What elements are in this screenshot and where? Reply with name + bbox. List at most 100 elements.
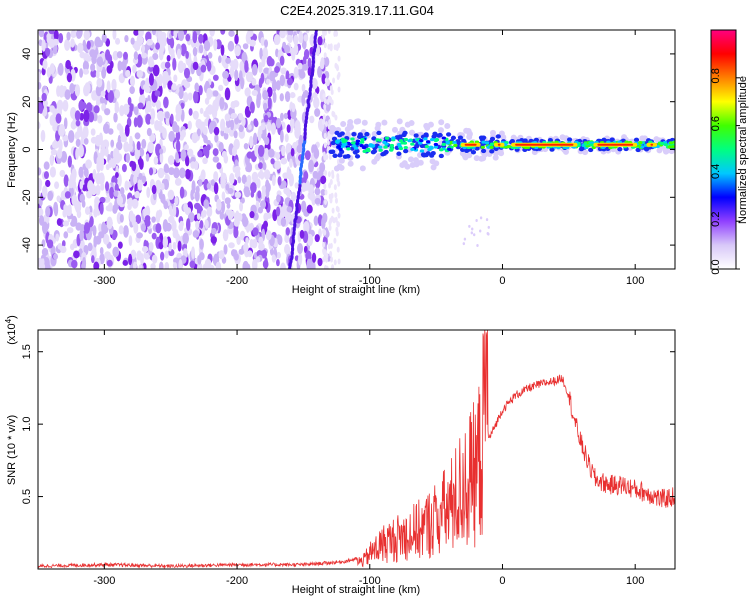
heatmap-cell xyxy=(194,189,200,202)
heatmap-cell xyxy=(362,149,367,153)
heatmap-cell xyxy=(325,154,329,161)
heatmap-cell xyxy=(86,102,93,113)
heatmap-cell xyxy=(41,239,46,248)
heatmap-cell xyxy=(333,44,337,51)
heatmap-cell xyxy=(313,96,320,109)
heatmap-cell xyxy=(279,30,286,39)
heatmap-cell xyxy=(328,119,332,126)
heatmap-cell xyxy=(252,227,259,236)
heatmap-cell xyxy=(203,40,211,52)
heatmap-cell xyxy=(263,114,269,123)
heatmap-cell xyxy=(258,236,264,247)
heatmap-cell xyxy=(147,141,155,154)
heatmap-cell xyxy=(70,30,77,39)
heatmap-cell xyxy=(275,206,281,217)
heatmap-cell xyxy=(355,141,360,146)
heatmap-cell xyxy=(87,242,93,252)
heatmap-cell xyxy=(90,128,96,136)
heatmap-cell xyxy=(179,186,185,199)
heatmap-cell xyxy=(225,183,230,191)
heatmap-cell xyxy=(240,77,245,90)
heatmap-cell xyxy=(150,263,156,269)
heatmap-cell xyxy=(82,60,90,71)
heatmap-cell xyxy=(173,74,178,83)
heatmap-cell xyxy=(241,174,247,185)
heatmap-cell xyxy=(325,265,329,269)
heatmap-cell xyxy=(382,140,387,144)
heatmap-cell xyxy=(419,143,425,149)
heatmap-cell xyxy=(95,84,102,97)
snr-frame xyxy=(37,329,676,570)
heatmap-cell xyxy=(124,124,130,137)
heatmap-cell xyxy=(152,64,160,77)
heatmap-cell xyxy=(266,86,273,98)
heatmap-cell xyxy=(329,250,333,257)
heatmap-cell xyxy=(280,180,287,189)
heatmap-cell xyxy=(122,259,129,266)
heatmap-cell xyxy=(97,56,104,68)
heatmap-cell xyxy=(200,169,206,181)
heatmap-cell xyxy=(352,144,357,148)
heatmap-cell xyxy=(141,52,148,59)
heatmap-cell xyxy=(277,234,283,246)
heatmap-cell xyxy=(58,127,65,137)
heatmap-cell xyxy=(174,196,179,206)
heatmap-cell xyxy=(214,133,219,143)
heatmap-cell xyxy=(155,42,160,50)
heatmap-cell xyxy=(206,104,214,115)
heatmap-cell xyxy=(269,70,276,82)
heatmap-cell xyxy=(321,119,325,126)
heatmap-cell xyxy=(261,185,267,192)
heatmap-cell xyxy=(185,50,189,59)
heatmap-cell xyxy=(133,51,139,61)
heatmap-cell xyxy=(286,124,291,133)
heatmap-cell xyxy=(154,90,161,97)
heatmap-cell xyxy=(342,154,348,159)
heatmap-cell xyxy=(171,83,177,91)
heatmap-cell xyxy=(303,220,310,234)
heatmap-cell xyxy=(289,117,295,130)
heatmap-cell xyxy=(63,204,68,212)
heatmap-cell xyxy=(158,110,164,122)
heatmap-cell xyxy=(377,145,383,149)
heatmap-cell xyxy=(87,180,94,192)
heatmap-cell xyxy=(70,38,75,48)
heatmap-cell xyxy=(617,146,623,152)
heatmap-cell xyxy=(299,70,306,79)
heatmap-cell xyxy=(216,198,222,211)
y-tick-label: 0 xyxy=(21,146,33,152)
heatmap-cell xyxy=(79,193,86,203)
heatmap-cell xyxy=(352,150,358,155)
heatmap-cell xyxy=(383,145,388,149)
heatmap-cell xyxy=(243,142,249,150)
heatmap-cell xyxy=(199,220,204,229)
heatmap-cell xyxy=(317,257,323,267)
heatmap-cell xyxy=(319,162,326,173)
heatmap-cell xyxy=(224,87,231,101)
heatmap-cell xyxy=(461,138,467,144)
heatmap-cell xyxy=(433,142,439,147)
heatmap-cell xyxy=(331,264,335,269)
heatmap-cell xyxy=(311,252,317,263)
heatmap-cell xyxy=(396,151,402,156)
heatmap-cell xyxy=(265,212,272,219)
heatmap-cell xyxy=(102,233,110,245)
heatmap-cell xyxy=(172,229,177,239)
heatmap-cell xyxy=(357,132,363,137)
heatmap-cell xyxy=(224,197,231,205)
heatmap-cell xyxy=(329,85,333,92)
heatmap-cell xyxy=(200,121,206,131)
heatmap-cell xyxy=(63,117,68,130)
heatmap-cell xyxy=(403,148,409,154)
heatmap-cell xyxy=(75,147,79,160)
heatmap-cell xyxy=(192,61,199,71)
heatmap-cell xyxy=(463,237,467,241)
heatmap-cell xyxy=(169,37,175,49)
heatmap-cell xyxy=(220,118,226,132)
heatmap-cell xyxy=(195,30,201,36)
heatmap-cell xyxy=(162,236,169,249)
heatmap-cell xyxy=(283,112,288,120)
heatmap-cell xyxy=(324,169,328,176)
heatmap-cell xyxy=(53,30,59,41)
heatmap-cell xyxy=(293,66,299,79)
